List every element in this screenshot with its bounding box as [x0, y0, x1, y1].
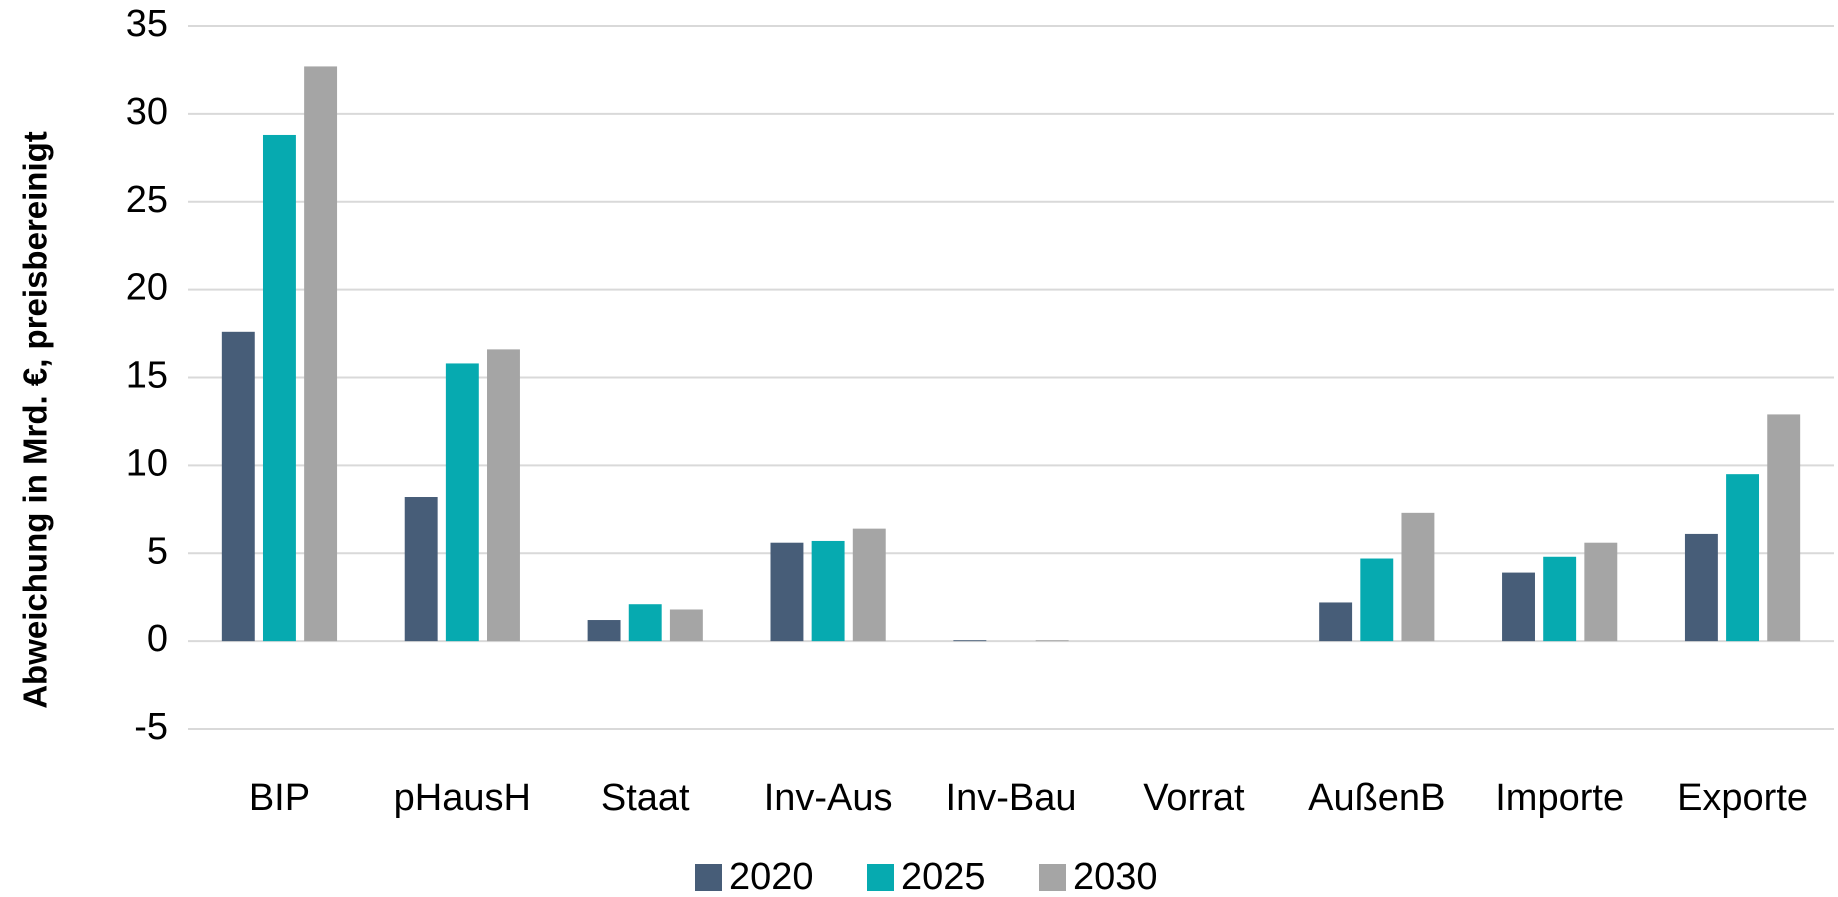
legend-label: 2030	[1073, 856, 1158, 897]
legend-swatch	[695, 864, 722, 891]
y-tick-label: -5	[134, 706, 168, 748]
legend-swatch	[1039, 864, 1066, 891]
y-tick-label: 35	[126, 3, 168, 45]
bar	[404, 497, 438, 642]
bar	[1035, 640, 1069, 642]
bar	[953, 640, 987, 642]
bar	[1684, 533, 1718, 642]
x-tick-label: Exporte	[1677, 777, 1808, 819]
bar	[304, 66, 338, 642]
x-tick-label: pHausH	[394, 777, 531, 819]
x-tick-label: Vorrat	[1143, 777, 1245, 819]
bar	[1360, 558, 1394, 642]
bar	[852, 528, 886, 642]
y-tick-label: 20	[126, 267, 168, 309]
bar	[262, 134, 296, 642]
bar	[445, 363, 479, 642]
bar	[587, 620, 621, 642]
bar	[628, 604, 662, 642]
y-tick-label: 30	[126, 91, 168, 133]
bar	[1401, 512, 1435, 642]
legend-swatch	[867, 864, 894, 891]
bar	[1319, 602, 1353, 642]
bar	[487, 349, 520, 642]
legend-label: 2020	[729, 856, 814, 897]
bar	[1726, 474, 1760, 642]
x-tick-label: AußenB	[1308, 777, 1445, 819]
x-tick-label: BIP	[249, 777, 310, 819]
y-tick-label: 5	[147, 530, 168, 572]
y-axis-title: Abweichung in Mrd. €, preisbereinigt	[17, 131, 54, 709]
bar	[770, 542, 804, 642]
x-tick-label: Importe	[1495, 777, 1624, 819]
y-tick-label: 0	[147, 618, 168, 660]
bar	[1543, 556, 1577, 642]
bar	[221, 331, 255, 642]
bar	[1502, 572, 1535, 642]
legend-label: 2025	[901, 856, 986, 897]
x-tick-label: Staat	[601, 777, 690, 819]
bar	[1584, 542, 1618, 642]
x-tick-label: Inv-Bau	[946, 777, 1077, 819]
y-tick-label: 25	[126, 179, 168, 221]
y-tick-label: 15	[126, 355, 168, 397]
x-tick-label: Inv-Aus	[764, 777, 893, 819]
y-tick-label: 10	[126, 442, 168, 484]
bar	[669, 609, 703, 642]
bar	[811, 540, 845, 642]
bar	[1767, 414, 1801, 642]
